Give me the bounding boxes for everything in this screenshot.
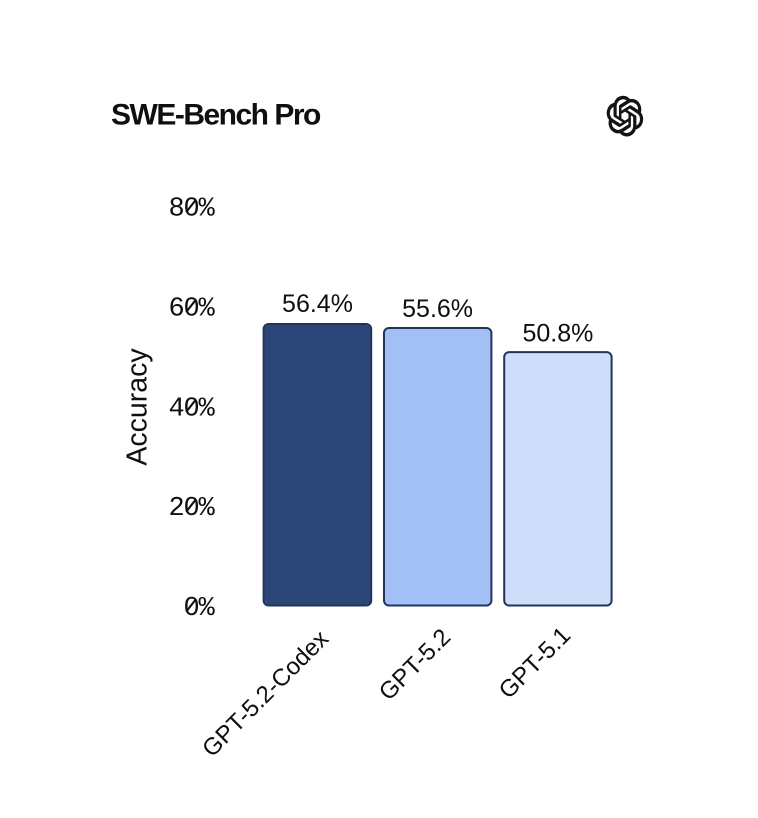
- svg-text:SWE-Bench Pro: SWE-Bench Pro: [111, 99, 321, 132]
- svg-text:50.8%: 50.8%: [522, 320, 593, 348]
- svg-text:56.4%: 56.4%: [282, 290, 353, 318]
- svg-text:40%: 40%: [168, 394, 215, 424]
- svg-text:55.6%: 55.6%: [402, 295, 473, 323]
- svg-text:20%: 20%: [168, 494, 215, 524]
- svg-text:Accuracy: Accuracy: [122, 348, 154, 466]
- svg-text:80%: 80%: [168, 195, 215, 225]
- svg-text:60%: 60%: [168, 294, 215, 324]
